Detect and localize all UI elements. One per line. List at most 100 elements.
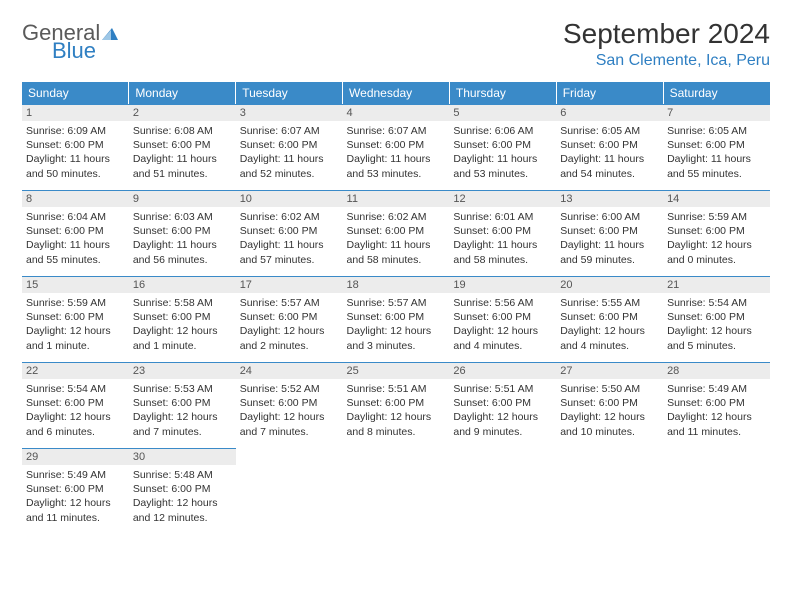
day-cell: 29 Sunrise: 5:49 AMSunset: 6:00 PMDayligh…: [22, 448, 129, 534]
day-info: Sunrise: 6:08 AMSunset: 6:00 PMDaylight:…: [133, 124, 232, 181]
day-number: 2: [129, 104, 236, 121]
day-number: 3: [236, 104, 343, 121]
day-cell: 19 Sunrise: 5:56 AMSunset: 6:00 PMDayligh…: [449, 276, 556, 362]
day-info: Sunrise: 5:57 AMSunset: 6:00 PMDaylight:…: [347, 296, 446, 353]
weekday-header: Sunday: [22, 82, 129, 104]
day-number: 14: [663, 190, 770, 207]
calendar-table: SundayMondayTuesdayWednesdayThursdayFrid…: [22, 82, 770, 534]
day-info: Sunrise: 6:05 AMSunset: 6:00 PMDaylight:…: [560, 124, 659, 181]
day-info: Sunrise: 6:09 AMSunset: 6:00 PMDaylight:…: [26, 124, 125, 181]
day-info: Sunrise: 5:58 AMSunset: 6:00 PMDaylight:…: [133, 296, 232, 353]
day-number: 23: [129, 362, 236, 379]
day-info: Sunrise: 5:54 AMSunset: 6:00 PMDaylight:…: [26, 382, 125, 439]
day-info: Sunrise: 6:02 AMSunset: 6:00 PMDaylight:…: [240, 210, 339, 267]
day-cell: 9 Sunrise: 6:03 AMSunset: 6:00 PMDaylight…: [129, 190, 236, 276]
title-block: September 2024 San Clemente, Ica, Peru: [563, 18, 770, 70]
weekday-header: Friday: [556, 82, 663, 104]
day-cell: 4 Sunrise: 6:07 AMSunset: 6:00 PMDaylight…: [343, 104, 450, 190]
day-info: Sunrise: 5:48 AMSunset: 6:00 PMDaylight:…: [133, 468, 232, 525]
day-cell: 16Sunrise: 5:58 AMSunset: 6:00 PMDayligh…: [129, 276, 236, 362]
day-number: 28: [663, 362, 770, 379]
day-cell: 10 Sunrise: 6:02 AMSunset: 6:00 PMDayligh…: [236, 190, 343, 276]
day-cell: 21Sunrise: 5:54 AMSunset: 6:00 PMDayligh…: [663, 276, 770, 362]
day-cell: 17 Sunrise: 5:57 AMSunset: 6:00 PMDayligh…: [236, 276, 343, 362]
day-cell: 8 Sunrise: 6:04 AMSunset: 6:00 PMDaylight…: [22, 190, 129, 276]
day-number: 24: [236, 362, 343, 379]
day-info: Sunrise: 6:07 AMSunset: 6:00 PMDaylight:…: [240, 124, 339, 181]
empty-cell: [556, 448, 663, 534]
day-number: 8: [22, 190, 129, 207]
month-title: September 2024: [563, 18, 770, 50]
calendar-head: SundayMondayTuesdayWednesdayThursdayFrid…: [22, 82, 770, 104]
week-row: 8 Sunrise: 6:04 AMSunset: 6:00 PMDaylight…: [22, 190, 770, 276]
day-cell: 7 Sunrise: 6:05 AMSunset: 6:00 PMDaylight…: [663, 104, 770, 190]
day-number: 17: [236, 276, 343, 293]
weekday-header: Saturday: [663, 82, 770, 104]
day-cell: 18 Sunrise: 5:57 AMSunset: 6:00 PMDayligh…: [343, 276, 450, 362]
day-cell: 25 Sunrise: 5:51 AMSunset: 6:00 PMDayligh…: [343, 362, 450, 448]
day-cell: 1 Sunrise: 6:09 AMSunset: 6:00 PMDaylight…: [22, 104, 129, 190]
calendar-body: 1 Sunrise: 6:09 AMSunset: 6:00 PMDaylight…: [22, 104, 770, 534]
day-number: 15: [22, 276, 129, 293]
day-number: 11: [343, 190, 450, 207]
day-info: Sunrise: 6:02 AMSunset: 6:00 PMDaylight:…: [347, 210, 446, 267]
day-info: Sunrise: 5:51 AMSunset: 6:00 PMDaylight:…: [453, 382, 552, 439]
day-number: 25: [343, 362, 450, 379]
day-number: 18: [343, 276, 450, 293]
day-cell: 30 Sunrise: 5:48 AMSunset: 6:00 PMDayligh…: [129, 448, 236, 534]
day-info: Sunrise: 5:59 AMSunset: 6:00 PMDaylight:…: [26, 296, 125, 353]
day-info: Sunrise: 5:49 AMSunset: 6:00 PMDaylight:…: [667, 382, 766, 439]
day-cell: 14Sunrise: 5:59 AMSunset: 6:00 PMDayligh…: [663, 190, 770, 276]
day-number: 30: [129, 448, 236, 465]
day-number: 5: [449, 104, 556, 121]
weekday-header: Monday: [129, 82, 236, 104]
day-number: 19: [449, 276, 556, 293]
day-cell: 28 Sunrise: 5:49 AMSunset: 6:00 PMDayligh…: [663, 362, 770, 448]
day-info: Sunrise: 6:04 AMSunset: 6:00 PMDaylight:…: [26, 210, 125, 267]
weekday-header: Thursday: [449, 82, 556, 104]
day-number: 4: [343, 104, 450, 121]
weekday-header: Wednesday: [343, 82, 450, 104]
day-info: Sunrise: 6:03 AMSunset: 6:00 PMDaylight:…: [133, 210, 232, 267]
logo-sail-icon: [101, 25, 119, 44]
day-number: 29: [22, 448, 129, 465]
brand-logo: General Blue: [22, 18, 119, 60]
day-number: 22: [22, 362, 129, 379]
day-number: 13: [556, 190, 663, 207]
day-number: 12: [449, 190, 556, 207]
day-cell: 22 Sunrise: 5:54 AMSunset: 6:00 PMDayligh…: [22, 362, 129, 448]
day-cell: 13 Sunrise: 6:00 AMSunset: 6:00 PMDayligh…: [556, 190, 663, 276]
day-cell: 5 Sunrise: 6:06 AMSunset: 6:00 PMDaylight…: [449, 104, 556, 190]
day-info: Sunrise: 5:49 AMSunset: 6:00 PMDaylight:…: [26, 468, 125, 525]
day-cell: 12 Sunrise: 6:01 AMSunset: 6:00 PMDayligh…: [449, 190, 556, 276]
day-info: Sunrise: 6:05 AMSunset: 6:00 PMDaylight:…: [667, 124, 766, 181]
empty-cell: [663, 448, 770, 534]
day-info: Sunrise: 6:06 AMSunset: 6:00 PMDaylight:…: [453, 124, 552, 181]
weekday-row: SundayMondayTuesdayWednesdayThursdayFrid…: [22, 82, 770, 104]
day-number: 27: [556, 362, 663, 379]
day-info: Sunrise: 5:52 AMSunset: 6:00 PMDaylight:…: [240, 382, 339, 439]
empty-cell: [343, 448, 450, 534]
day-info: Sunrise: 6:00 AMSunset: 6:00 PMDaylight:…: [560, 210, 659, 267]
day-info: Sunrise: 5:53 AMSunset: 6:00 PMDaylight:…: [133, 382, 232, 439]
empty-cell: [449, 448, 556, 534]
day-cell: 11 Sunrise: 6:02 AMSunset: 6:00 PMDayligh…: [343, 190, 450, 276]
day-info: Sunrise: 5:57 AMSunset: 6:00 PMDaylight:…: [240, 296, 339, 353]
logo-line2: Blue: [52, 42, 119, 61]
day-info: Sunrise: 5:56 AMSunset: 6:00 PMDaylight:…: [453, 296, 552, 353]
day-number: 9: [129, 190, 236, 207]
page-header: General Blue September 2024 San Clemente…: [22, 18, 770, 70]
week-row: 22 Sunrise: 5:54 AMSunset: 6:00 PMDayligh…: [22, 362, 770, 448]
day-info: Sunrise: 5:51 AMSunset: 6:00 PMDaylight:…: [347, 382, 446, 439]
day-number: 7: [663, 104, 770, 121]
day-info: Sunrise: 6:01 AMSunset: 6:00 PMDaylight:…: [453, 210, 552, 267]
day-info: Sunrise: 6:07 AMSunset: 6:00 PMDaylight:…: [347, 124, 446, 181]
day-info: Sunrise: 5:50 AMSunset: 6:00 PMDaylight:…: [560, 382, 659, 439]
day-info: Sunrise: 5:54 AMSunset: 6:00 PMDaylight:…: [667, 296, 766, 353]
day-number: 10: [236, 190, 343, 207]
day-number: 6: [556, 104, 663, 121]
day-number: 1: [22, 104, 129, 121]
day-info: Sunrise: 5:55 AMSunset: 6:00 PMDaylight:…: [560, 296, 659, 353]
day-cell: 15 Sunrise: 5:59 AMSunset: 6:00 PMDayligh…: [22, 276, 129, 362]
day-cell: 2 Sunrise: 6:08 AMSunset: 6:00 PMDaylight…: [129, 104, 236, 190]
